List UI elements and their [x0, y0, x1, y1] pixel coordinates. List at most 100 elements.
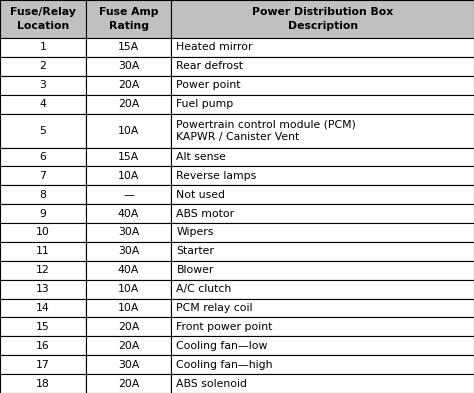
Bar — [0, 336, 86, 355]
Text: 15A: 15A — [118, 152, 139, 162]
Bar — [86, 299, 172, 318]
Text: 30A: 30A — [118, 246, 139, 256]
Bar — [172, 204, 474, 223]
Text: 40A: 40A — [118, 265, 139, 275]
Bar — [86, 280, 172, 299]
Text: Power Distribution Box
Description: Power Distribution Box Description — [252, 7, 393, 31]
Text: 20A: 20A — [118, 80, 139, 90]
Text: 2: 2 — [39, 61, 46, 71]
Text: 10A: 10A — [118, 125, 139, 136]
Bar — [172, 261, 474, 280]
Text: 3: 3 — [39, 80, 46, 90]
Bar — [86, 76, 172, 95]
Bar — [0, 76, 86, 95]
Text: 6: 6 — [39, 152, 46, 162]
Text: Fuse/Relay
Location: Fuse/Relay Location — [10, 7, 76, 31]
Bar — [86, 185, 172, 204]
Bar — [172, 280, 474, 299]
Text: 8: 8 — [39, 190, 46, 200]
Text: 10A: 10A — [118, 303, 139, 313]
Text: Rear defrost: Rear defrost — [176, 61, 244, 71]
Text: ABS solenoid: ABS solenoid — [176, 378, 247, 389]
Bar — [0, 242, 86, 261]
Bar — [172, 38, 474, 57]
Bar — [86, 0, 172, 38]
Bar — [0, 374, 86, 393]
Bar — [172, 0, 474, 38]
Bar — [0, 114, 86, 147]
Bar — [0, 57, 86, 76]
Bar — [0, 166, 86, 185]
Bar — [0, 185, 86, 204]
Bar — [86, 114, 172, 147]
Bar — [172, 374, 474, 393]
Text: A/C clutch: A/C clutch — [176, 284, 232, 294]
Text: 18: 18 — [36, 378, 50, 389]
Bar — [86, 318, 172, 336]
Text: Powertrain control module (PCM)
KAPWR / Canister Vent: Powertrain control module (PCM) KAPWR / … — [176, 119, 356, 142]
Text: PCM relay coil: PCM relay coil — [176, 303, 253, 313]
Bar — [86, 38, 172, 57]
Text: 30A: 30A — [118, 61, 139, 71]
Bar — [172, 114, 474, 147]
Bar — [0, 95, 86, 114]
Bar — [86, 261, 172, 280]
Bar — [172, 76, 474, 95]
Text: 5: 5 — [39, 125, 46, 136]
Text: Blower: Blower — [176, 265, 214, 275]
Text: 10A: 10A — [118, 284, 139, 294]
Bar — [0, 38, 86, 57]
Bar — [0, 0, 86, 38]
Text: 17: 17 — [36, 360, 50, 370]
Bar — [172, 166, 474, 185]
Text: Fuse Amp
Rating: Fuse Amp Rating — [99, 7, 158, 31]
Bar — [86, 336, 172, 355]
Bar — [172, 299, 474, 318]
Bar — [172, 355, 474, 374]
Text: 20A: 20A — [118, 378, 139, 389]
Bar — [86, 95, 172, 114]
Bar — [172, 318, 474, 336]
Text: —: — — [123, 190, 134, 200]
Text: Front power point: Front power point — [176, 322, 273, 332]
Text: 20A: 20A — [118, 322, 139, 332]
Text: 14: 14 — [36, 303, 50, 313]
Bar — [0, 261, 86, 280]
Text: 15: 15 — [36, 322, 50, 332]
Text: Alt sense: Alt sense — [176, 152, 226, 162]
Bar — [172, 95, 474, 114]
Text: 7: 7 — [39, 171, 46, 181]
Bar — [172, 242, 474, 261]
Bar — [0, 355, 86, 374]
Text: 1: 1 — [39, 42, 46, 52]
Bar — [0, 204, 86, 223]
Bar — [86, 242, 172, 261]
Bar — [172, 185, 474, 204]
Bar — [0, 280, 86, 299]
Bar — [86, 223, 172, 242]
Text: 20A: 20A — [118, 341, 139, 351]
Bar — [0, 299, 86, 318]
Text: 15A: 15A — [118, 42, 139, 52]
Text: 40A: 40A — [118, 209, 139, 219]
Text: 30A: 30A — [118, 228, 139, 237]
Bar — [172, 57, 474, 76]
Text: 30A: 30A — [118, 360, 139, 370]
Text: 16: 16 — [36, 341, 50, 351]
Bar — [0, 147, 86, 166]
Text: 4: 4 — [39, 99, 46, 109]
Text: 11: 11 — [36, 246, 50, 256]
Text: 20A: 20A — [118, 99, 139, 109]
Text: Power point: Power point — [176, 80, 241, 90]
Bar — [172, 147, 474, 166]
Text: Cooling fan—high: Cooling fan—high — [176, 360, 273, 370]
Bar — [86, 147, 172, 166]
Bar — [172, 336, 474, 355]
Text: 12: 12 — [36, 265, 50, 275]
Text: 10A: 10A — [118, 171, 139, 181]
Text: Fuel pump: Fuel pump — [176, 99, 234, 109]
Bar — [86, 166, 172, 185]
Text: ABS motor: ABS motor — [176, 209, 235, 219]
Text: Reverse lamps: Reverse lamps — [176, 171, 257, 181]
Text: 10: 10 — [36, 228, 50, 237]
